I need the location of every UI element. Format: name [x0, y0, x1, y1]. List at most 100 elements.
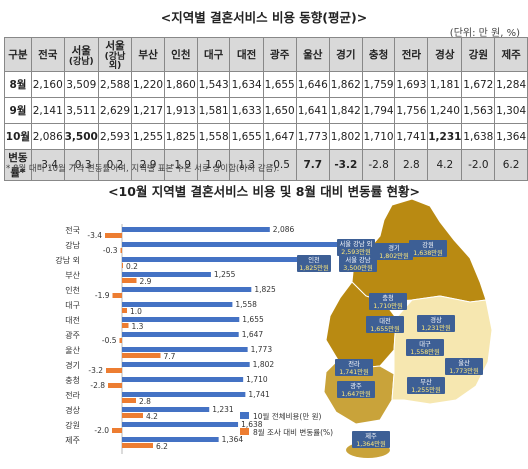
change-value-label: 2.9: [140, 277, 152, 286]
header-subline: (강남 외): [104, 52, 126, 71]
table-cell: 1,558: [196, 123, 231, 150]
change-bar: [122, 443, 153, 448]
category-label: 광주: [65, 330, 80, 340]
table-body: 8월 2,160 3,509 2,588 1,220 1,860 1,543 1,634 1,6…: [4, 71, 528, 181]
table-cell: 3,509: [63, 71, 99, 98]
table-header-cell: 대구: [196, 37, 231, 72]
map-label-name: 강원: [422, 240, 434, 249]
map-label-box: [406, 339, 444, 356]
table-cell: 1.3: [229, 149, 264, 181]
table-cell: 2,629: [97, 97, 133, 124]
cost-bar: [122, 317, 240, 322]
table-cell: 1,842: [328, 97, 363, 124]
change-bar: [112, 293, 122, 298]
table-header-cell: 충청: [361, 37, 396, 72]
map-label-value: 1,773만원: [449, 366, 479, 375]
map-label-box: [375, 243, 413, 260]
table-header-cell: 제주: [494, 37, 528, 72]
change-value-label: -2.8: [90, 381, 105, 390]
map-label-box: [445, 358, 483, 375]
legend-label-cost: 10월 전체비용(만 원): [253, 411, 322, 421]
map-label-value: 1,364만원: [356, 439, 386, 448]
map-label-name: 인천: [308, 255, 320, 264]
header-subline: (강남): [68, 56, 94, 67]
map-label-value: 1,255만원: [411, 385, 441, 394]
cost-bar: [122, 272, 211, 277]
table-cell: 2,160: [30, 71, 65, 98]
map-label-box: [409, 240, 447, 257]
map-label-name: 울산: [458, 358, 470, 367]
table-cell: 1,710: [361, 123, 396, 150]
table-header-cell: 경상: [427, 37, 463, 72]
map-label-name: 대구: [419, 340, 431, 348]
change-value-label: -0.3: [103, 246, 118, 255]
category-label: 전국: [65, 225, 80, 235]
change-bar: [122, 278, 137, 283]
table-cell: 2.9: [131, 149, 165, 181]
category-label: 대구: [65, 301, 80, 310]
table-cell: 4.2: [427, 149, 463, 181]
cost-bar: [122, 332, 239, 337]
cost-bar: [122, 257, 306, 262]
cost-bar: [122, 347, 248, 352]
table-cell: 1,802: [328, 123, 363, 150]
cost-bar: [122, 227, 270, 232]
change-bar: [122, 398, 136, 403]
cost-bar: [122, 302, 233, 307]
cost-value-label: 1,773: [251, 345, 273, 354]
table-cell: 1,220: [131, 71, 165, 98]
table-row-header: 10월: [4, 123, 32, 150]
map-label-value: 1,825만원: [299, 263, 329, 272]
change-value-label: -3.4: [87, 231, 102, 240]
change-value-label: 4.2: [146, 412, 158, 421]
table-header-cell: 전국: [30, 37, 65, 72]
cost-value-label: 1,825: [254, 285, 276, 294]
map-label-name: 광주: [350, 382, 362, 390]
cost-value-label: 1,647: [242, 330, 264, 339]
category-label: 제주: [65, 436, 80, 445]
table-cell: 1,825: [163, 123, 198, 150]
category-label: 전라: [65, 390, 80, 400]
table-header-cell: 울산: [295, 37, 330, 72]
table-header-cell: 대전: [229, 37, 264, 72]
category-label: 강원: [65, 420, 80, 430]
map-label-name: 전라: [348, 359, 360, 368]
map-label-value: 1,802만원: [379, 251, 409, 260]
map-label-value: 1,741만원: [339, 367, 369, 376]
table-header-cell: 전라: [394, 37, 429, 72]
cost-value-label: 2,086: [273, 225, 295, 234]
table-cell: 1,862: [328, 71, 363, 98]
chart-title: <10월 지역별 결혼서비스 비용 및 8월 대비 변동률 현황>: [108, 184, 420, 199]
change-value-label: 0.2: [126, 262, 138, 271]
table-header-cell: 광주: [262, 37, 297, 72]
table-header-row: 구분 전국 서울 (강남) 서울 (강남 외) 부산 인천 대구 대전 광주 울산 경기 충청 전라 경상 강원…: [4, 37, 528, 72]
change-bar: [122, 353, 161, 358]
table-cell: 1,756: [394, 97, 429, 124]
table-row: 8월 2,160 3,509 2,588 1,220 1,860 1,543 1,634 1,6…: [4, 71, 528, 98]
table-header-cell: 부산: [131, 37, 165, 72]
map-label-value: 1,231만원: [421, 323, 451, 332]
table-cell: -3.2: [328, 149, 363, 181]
cost-bar: [122, 362, 250, 367]
change-value-label: 6.2: [156, 442, 168, 451]
cost-bar: [122, 287, 252, 292]
map-label-box: [297, 255, 331, 272]
table-cell: 3,500: [63, 123, 99, 150]
map-label-box: [417, 315, 455, 332]
change-bar: [122, 413, 143, 418]
cost-value-label: 1,364: [222, 435, 244, 444]
table-cell: -2.8: [361, 149, 396, 181]
table-cell: 1,672: [461, 71, 496, 98]
table-header-cell: 서울 (강남 외): [97, 37, 133, 72]
change-bar: [119, 338, 122, 343]
table-header-cell: 인천: [163, 37, 198, 72]
map-label-box: [335, 359, 373, 376]
category-label: 충청: [65, 376, 80, 385]
table-row: 변동률* -3.4 -0.3 0.2 2.9 -1.9 1.0 1.3 -0.5 7.7 -3.2-…: [4, 149, 528, 181]
cost-value-label: 1,638: [241, 420, 263, 429]
page-title: <지역별 결혼서비스 비용 동향(평균)>: [160, 10, 368, 25]
map-label-name: 경상: [430, 315, 442, 324]
cost-bar: [122, 437, 219, 442]
table-cell: -3.4: [30, 149, 65, 181]
category-label: 강남 외: [55, 255, 80, 265]
